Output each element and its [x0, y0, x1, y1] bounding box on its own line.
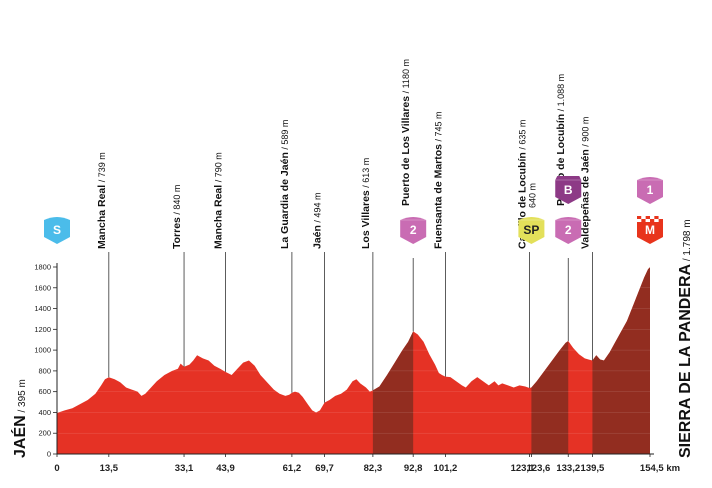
x-tick-label: 82,3 — [364, 463, 383, 474]
finish-badge-label: M — [645, 223, 655, 237]
x-tick-label: 0 — [54, 463, 59, 474]
x-tick-label: 123,1 — [511, 463, 535, 474]
waypoint-label: Valdepeñas de Jaén / 900 m — [579, 117, 591, 249]
y-tick-label: 1800 — [34, 263, 51, 272]
x-tick-label: 61,2 — [283, 463, 302, 474]
climb-badge — [637, 177, 663, 204]
waypoint-name: La Guardia de Jaén — [279, 152, 291, 249]
climb-area — [531, 340, 569, 454]
finish-checker — [650, 219, 655, 222]
bonus-badge-label: B — [564, 183, 573, 197]
finish-checker — [641, 219, 646, 222]
y-tick-label: 600 — [38, 387, 51, 396]
waypoint-altitude: / 900 m — [580, 117, 590, 150]
climb-area — [592, 267, 650, 454]
y-tick-label: 1000 — [34, 346, 51, 355]
finish-badge — [637, 222, 663, 244]
x-tick-label: 101,2 — [434, 463, 458, 474]
waypoint-altitude: / 739 m — [97, 152, 107, 185]
x-tick-label: 69,7 — [315, 463, 334, 474]
x-tick-label: 43,9 — [216, 463, 235, 474]
finish-label: SIERRA DE LA PANDERA / 1.798 m — [677, 219, 694, 458]
waypoint-name: Fuensanta de Martos — [432, 144, 444, 249]
waypoint-altitude: / 1.088 m — [556, 74, 566, 114]
waypoint-label: Torres / 840 m — [171, 185, 183, 249]
climb-badge-label: 1 — [647, 183, 654, 197]
y-tick-label: 400 — [38, 408, 51, 417]
x-tick-label: 154,5 km — [640, 463, 680, 474]
waypoint-label: Fuensanta de Martos / 745 m — [432, 111, 444, 249]
start-name: JAÉN — [10, 415, 29, 458]
waypoint-altitude: / 1180 m — [401, 59, 411, 96]
finish-name: SIERRA DE LA PANDERA — [677, 263, 694, 458]
x-tick-label: 92,8 — [404, 463, 423, 474]
waypoint-label: Mancha Real / 790 m — [212, 152, 224, 249]
y-tick-label: 200 — [38, 429, 51, 438]
finish-checker — [658, 219, 663, 222]
finish-checker — [641, 216, 646, 219]
start-label: JAÉN / 395 m — [10, 379, 29, 458]
waypoint-altitude: / 589 m — [280, 120, 290, 153]
profile-area — [57, 267, 650, 454]
finish-checker — [658, 216, 663, 219]
y-tick-label: 1400 — [34, 304, 51, 313]
waypoint-label: Los Villares / 613 m — [360, 158, 372, 249]
waypoint-label: Mancha Real / 739 m — [96, 152, 108, 249]
sprint-badge — [518, 217, 545, 244]
waypoint-altitude: / 635 m — [517, 120, 527, 153]
finish-checker — [650, 216, 655, 219]
y-tick-label: 1200 — [34, 325, 51, 334]
waypoint-name: Jaén — [312, 225, 324, 249]
y-tick-label: 800 — [38, 366, 51, 375]
waypoint-name: Puerto de Los Villares — [400, 96, 412, 206]
waypoint-label: La Guardia de Jaén / 589 m — [279, 120, 291, 249]
climb-badge-label: 2 — [565, 223, 572, 237]
y-tick-label: 1600 — [34, 283, 51, 292]
waypoint-name: Mancha Real — [96, 185, 108, 249]
finish-altitude: / 1.798 m — [682, 219, 693, 263]
waypoint-altitude: / 840 m — [172, 185, 182, 218]
x-tick-label: 133,2 — [556, 463, 580, 474]
climb-badge — [400, 217, 427, 244]
waypoint-label: Puerto de Los Villares / 1180 m — [400, 59, 412, 206]
sprint-altitude: 640 m — [527, 183, 537, 208]
finish-checker — [645, 219, 650, 222]
bonus-badge — [555, 176, 582, 204]
waypoint-altitude: / 745 m — [433, 111, 443, 144]
start-altitude: / 395 m — [17, 379, 28, 415]
waypoint-label: Jaén / 494 m — [312, 193, 324, 249]
finish-checker — [654, 216, 659, 219]
start-badge — [44, 217, 70, 244]
finish-checker — [645, 216, 650, 219]
x-tick-label: 123,6 — [527, 463, 551, 474]
waypoint-altitude: / 790 m — [213, 152, 223, 185]
waypoint-altitude: / 494 m — [313, 193, 323, 226]
climb-area — [372, 331, 414, 454]
x-tick-label: 13,5 — [100, 463, 119, 474]
climb-badge-label: 2 — [410, 223, 417, 237]
finish-checker — [654, 219, 659, 222]
waypoint-name: Los Villares — [360, 190, 372, 249]
finish-checker — [637, 216, 642, 219]
start-badge-label: S — [53, 223, 61, 237]
waypoint-altitude: / 613 m — [361, 158, 371, 191]
finish-checker — [637, 219, 642, 222]
y-tick-label: 0 — [47, 450, 51, 459]
x-tick-label: 33,1 — [175, 463, 194, 474]
waypoint-name: Valdepeñas de Jaén — [579, 149, 591, 249]
sprint-badge-label: SP — [523, 223, 539, 237]
waypoint-name: Torres — [171, 217, 183, 249]
climb-badge — [555, 217, 582, 244]
x-tick-label: 139,5 — [581, 463, 605, 474]
waypoint-name: Mancha Real — [212, 185, 224, 249]
